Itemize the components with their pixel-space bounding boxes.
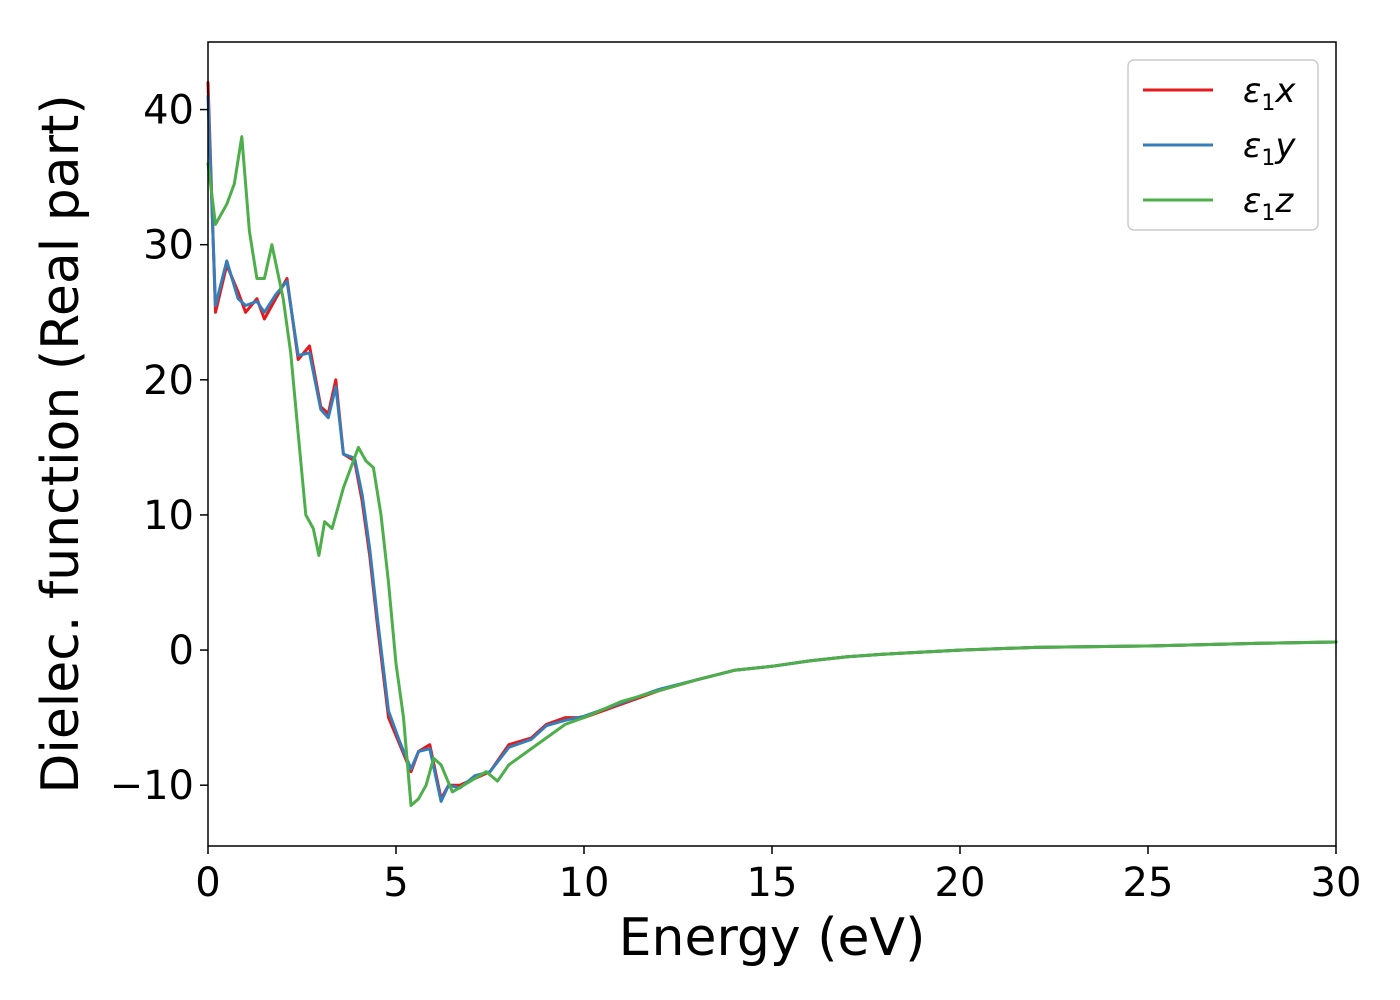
y-tick-label: 0 bbox=[169, 628, 194, 674]
y-tick-label: 10 bbox=[143, 493, 194, 539]
legend-label-tail: z bbox=[1274, 181, 1294, 221]
x-tick-label: 30 bbox=[1311, 860, 1362, 906]
y-tick-label: 30 bbox=[143, 223, 194, 269]
legend-label-main: ε bbox=[1243, 181, 1261, 221]
legend-label-main: ε bbox=[1243, 71, 1261, 111]
x-tick-label: 20 bbox=[935, 860, 986, 906]
x-axis: 0 5 10 15 20 25 30 bbox=[195, 846, 1361, 906]
series-line-2 bbox=[206, 135, 1338, 807]
y-axis-label: Dielec. function (Real part) bbox=[31, 94, 91, 793]
legend-label-1: ε1y bbox=[1243, 126, 1296, 171]
x-tick-label: 25 bbox=[1123, 860, 1174, 906]
y-tick-label: 20 bbox=[143, 358, 194, 404]
x-tick-label: 5 bbox=[383, 860, 408, 906]
x-tick-label: 0 bbox=[195, 860, 220, 906]
legend-label-main: ε bbox=[1243, 126, 1261, 166]
y-tick-label: 40 bbox=[143, 88, 194, 134]
x-tick-label: 15 bbox=[747, 860, 798, 906]
legend-label-tail: x bbox=[1274, 71, 1296, 111]
y-tick-label: −10 bbox=[110, 763, 194, 809]
legend-label-sub: 1 bbox=[1261, 91, 1275, 116]
legend-box bbox=[1127, 59, 1319, 231]
series-layer bbox=[206, 81, 1338, 807]
legend-label-0: ε1x bbox=[1243, 71, 1296, 116]
x-axis-label: Energy (eV) bbox=[619, 908, 926, 968]
x-tick-label: 10 bbox=[559, 860, 610, 906]
legend-label-sub: 1 bbox=[1261, 146, 1275, 171]
legend-label-2: ε1z bbox=[1243, 181, 1294, 226]
legend-label-tail: y bbox=[1274, 126, 1296, 166]
y-axis: −10 0 10 20 30 40 bbox=[110, 88, 208, 809]
legend-label-sub: 1 bbox=[1261, 201, 1275, 226]
